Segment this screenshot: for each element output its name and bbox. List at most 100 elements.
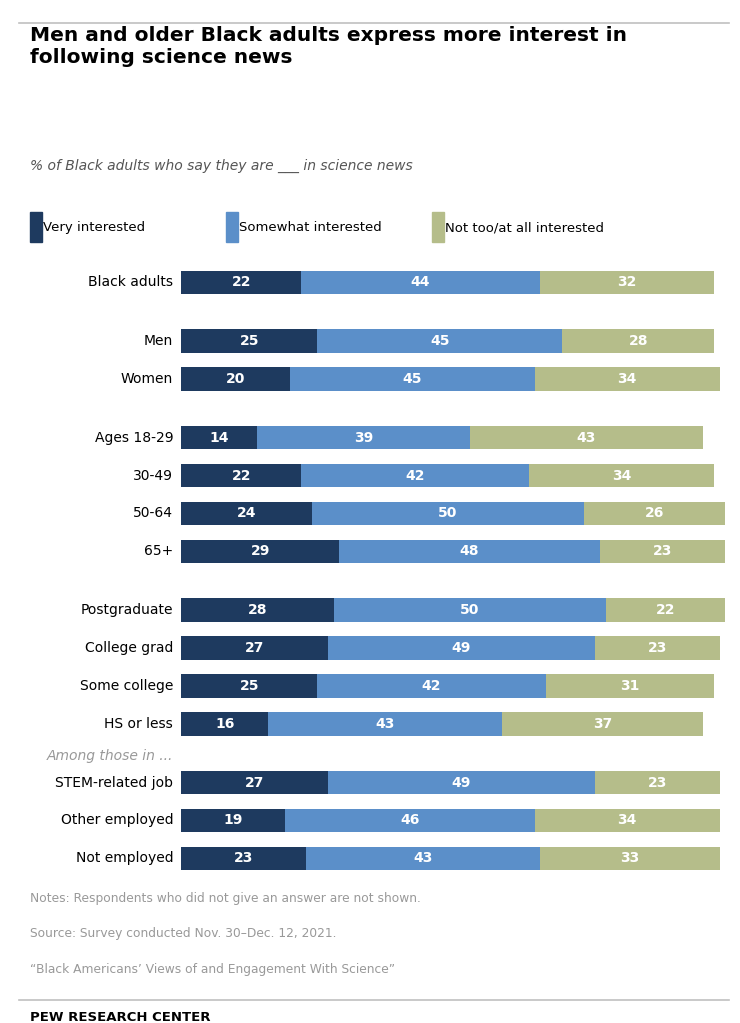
Bar (312, 501, 584, 525)
Bar (432, 213, 444, 242)
Text: 50: 50 (438, 506, 457, 521)
Bar (181, 598, 334, 622)
Text: Postgraduate: Postgraduate (81, 604, 173, 617)
Bar (540, 270, 714, 294)
Bar (529, 463, 714, 487)
Text: 45: 45 (430, 335, 449, 348)
Bar (181, 770, 328, 794)
Text: 46: 46 (400, 813, 420, 828)
Bar (301, 463, 529, 487)
Text: 22: 22 (232, 469, 251, 483)
Text: 19: 19 (223, 813, 243, 828)
Bar (290, 367, 535, 391)
Text: 42: 42 (422, 679, 441, 693)
Text: 29: 29 (250, 544, 270, 559)
Text: Ages 18-29: Ages 18-29 (95, 431, 173, 445)
Text: 43: 43 (576, 431, 596, 445)
Bar (30, 213, 41, 242)
Text: 49: 49 (451, 775, 471, 790)
Text: 22: 22 (656, 604, 675, 617)
Text: 30-49: 30-49 (133, 469, 173, 483)
Text: Black adults: Black adults (88, 275, 173, 290)
Text: 43: 43 (414, 851, 433, 865)
Text: 28: 28 (628, 335, 648, 348)
Text: 43: 43 (376, 717, 395, 730)
Text: Some college: Some college (80, 679, 173, 693)
Text: 25: 25 (240, 679, 259, 693)
Bar (181, 674, 317, 698)
Bar (317, 329, 562, 353)
Text: Not employed: Not employed (75, 851, 173, 865)
Text: Not too/at all interested: Not too/at all interested (445, 221, 605, 234)
Text: Somewhat interested: Somewhat interested (239, 221, 382, 234)
Bar (181, 367, 290, 391)
Bar (328, 770, 595, 794)
Bar (181, 501, 312, 525)
Text: 34: 34 (612, 469, 631, 483)
Text: 23: 23 (653, 544, 673, 559)
Bar (328, 636, 595, 660)
Bar (226, 213, 238, 242)
Bar (339, 539, 600, 563)
Text: HS or less: HS or less (104, 717, 173, 730)
Text: 14: 14 (209, 431, 229, 445)
Bar (535, 809, 720, 833)
Text: 34: 34 (618, 813, 637, 828)
Text: Source: Survey conducted Nov. 30–Dec. 12, 2021.: Source: Survey conducted Nov. 30–Dec. 12… (30, 928, 336, 940)
Text: 39: 39 (354, 431, 373, 445)
Text: 27: 27 (245, 775, 264, 790)
Bar (181, 329, 317, 353)
Bar (502, 712, 704, 736)
Text: Men: Men (144, 335, 173, 348)
Text: Notes: Respondents who did not give an answer are not shown.: Notes: Respondents who did not give an a… (30, 891, 420, 904)
Text: Women: Women (121, 372, 173, 386)
Bar (181, 539, 339, 563)
Text: 27: 27 (245, 641, 264, 655)
Text: 44: 44 (411, 275, 431, 290)
Text: 28: 28 (248, 604, 267, 617)
Bar (595, 770, 720, 794)
Bar (600, 539, 725, 563)
Text: Other employed: Other employed (61, 813, 173, 828)
Text: 48: 48 (460, 544, 480, 559)
Text: 22: 22 (232, 275, 251, 290)
Bar (545, 674, 714, 698)
Bar (258, 426, 470, 449)
Text: % of Black adults who say they are ___ in science news: % of Black adults who say they are ___ i… (30, 159, 412, 173)
Text: 65+: 65+ (144, 544, 173, 559)
Text: 45: 45 (403, 372, 423, 386)
Bar (535, 367, 720, 391)
Text: STEM-related job: STEM-related job (56, 775, 173, 790)
Text: 23: 23 (234, 851, 254, 865)
Text: 31: 31 (620, 679, 639, 693)
Bar (584, 501, 725, 525)
Text: Very interested: Very interested (43, 221, 145, 234)
Bar (605, 598, 725, 622)
Text: “Black Americans’ Views of and Engagement With Science”: “Black Americans’ Views of and Engagemen… (30, 964, 394, 976)
Text: Men and older Black adults express more interest in
following science news: Men and older Black adults express more … (30, 26, 627, 68)
Bar (540, 847, 720, 871)
Bar (181, 463, 301, 487)
Text: 49: 49 (451, 641, 471, 655)
Bar (181, 712, 269, 736)
Text: 20: 20 (226, 372, 246, 386)
Bar (181, 270, 301, 294)
Bar (181, 426, 258, 449)
Text: 32: 32 (618, 275, 637, 290)
Bar (306, 847, 540, 871)
Text: 33: 33 (620, 851, 639, 865)
Bar (269, 712, 502, 736)
Text: 16: 16 (215, 717, 235, 730)
Bar (181, 809, 285, 833)
Text: 23: 23 (648, 775, 667, 790)
Bar (334, 598, 605, 622)
Bar (285, 809, 535, 833)
Text: 24: 24 (237, 506, 256, 521)
Text: 34: 34 (618, 372, 637, 386)
Bar (595, 636, 720, 660)
Text: 50: 50 (460, 604, 480, 617)
Text: 23: 23 (648, 641, 667, 655)
Text: 42: 42 (406, 469, 425, 483)
Text: 50-64: 50-64 (133, 506, 173, 521)
Text: 37: 37 (593, 717, 613, 730)
